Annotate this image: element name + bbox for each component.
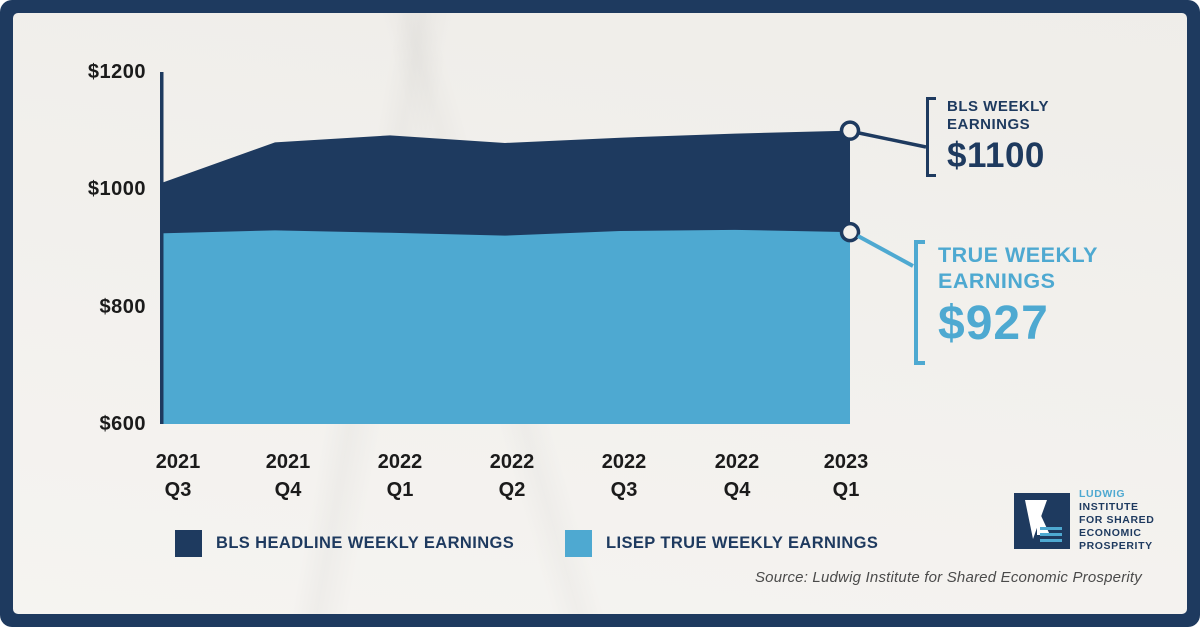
legend-item-bls: BLS HEADLINE WEEKLY EARNINGS [175,530,514,557]
bls-callout-value: $1100 [947,136,1045,175]
lisep-logo-text: LUDWIG INSTITUTE FOR SHARED ECONOMIC PRO… [1079,488,1154,553]
source-text: Source: Ludwig Institute for Shared Econ… [754,569,1142,586]
logo-line: LUDWIG [1079,488,1126,500]
bls-callout-label: EARNINGS [947,116,1031,133]
legend-swatch-bls [175,530,202,557]
y-tick-label: $1200 [87,61,146,83]
lisep-logo: LUDWIG INSTITUTE FOR SHARED ECONOMIC PRO… [1014,488,1154,553]
logo-line: ECONOMIC [1079,527,1142,539]
x-tick-label: 2022 Q1 [377,451,423,501]
x-tick-label: 2022 Q3 [601,451,647,501]
x-tick-label: 2022 Q2 [489,451,535,501]
true-callout-bracket [914,240,925,365]
series-end-marker-1 [839,221,861,243]
legend-label-bls: BLS HEADLINE WEEKLY EARNINGS [216,534,515,552]
true-callout-text: TRUE WEEKLY EARNINGS $927 [938,240,1098,365]
bls-callout-text: BLS WEEKLY EARNINGS $1100 [947,97,1049,177]
bls-callout-label: BLS WEEKLY [947,98,1049,115]
y-tick-label: $600 [99,413,146,435]
x-tick-label: 2022 Q4 [714,451,760,501]
x-tick-label: 2021 Q3 [155,451,201,501]
true-callout: TRUE WEEKLY EARNINGS $927 [914,240,1098,365]
true-callout-label: EARNINGS [938,269,1056,293]
lisep-logo-mark [1014,492,1070,549]
plot-area [160,72,861,424]
area-series-1 [160,229,850,424]
bls-callout: BLS WEEKLY EARNINGS $1100 [926,97,1049,177]
x-tick-label: 2023 Q1 [823,451,869,501]
legend-swatch-lisep [565,530,592,557]
true-callout-value: $927 [938,297,1049,350]
legend-label-lisep: LISEP TRUE WEEKLY EARNINGS [606,534,879,552]
logo-line: INSTITUTE [1079,501,1139,513]
series-end-marker-0 [839,120,861,141]
bls-callout-bracket [926,97,936,177]
x-tick-label: 2021 Q4 [265,451,311,501]
y-tick-label: $800 [99,296,146,318]
area-chart [160,72,861,424]
logo-line: FOR SHARED [1079,514,1155,526]
logo-line: PROSPERITY [1079,540,1153,552]
legend-item-lisep: LISEP TRUE WEEKLY EARNINGS [565,530,878,557]
true-callout-label: TRUE WEEKLY [938,243,1098,267]
y-tick-label: $1000 [87,178,146,200]
